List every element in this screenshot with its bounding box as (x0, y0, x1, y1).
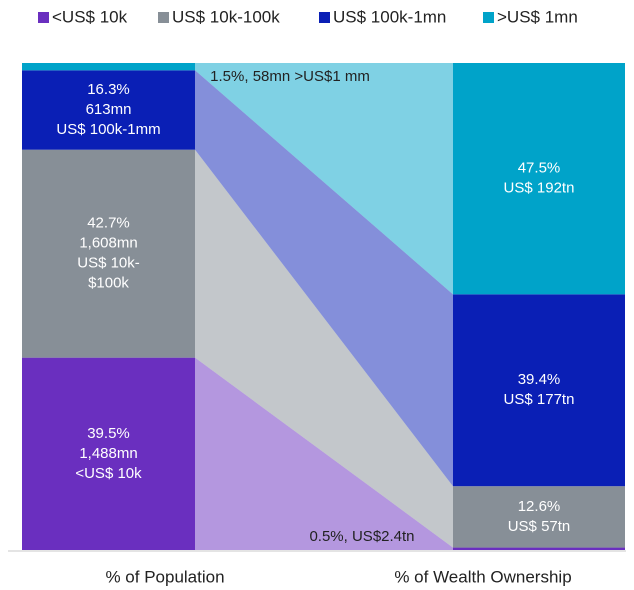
data-label: 47.5% (518, 160, 561, 177)
data-label: 42.7% (87, 215, 130, 232)
data-label: 1,488mn (79, 445, 137, 462)
flow-band (195, 149, 453, 548)
legend-label: US$ 10k-100k (172, 7, 280, 26)
legend-label: US$ 100k-1mn (333, 7, 446, 26)
data-label: 613mn (86, 101, 132, 118)
data-label: $100k (88, 275, 129, 292)
bar-segment (22, 70, 195, 150)
data-label: US$ 57tn (508, 518, 571, 535)
data-label: US$ 192tn (504, 180, 575, 197)
bar-segment (453, 547, 625, 550)
bar-segment (453, 294, 625, 487)
data-label: US$ 177tn (504, 391, 575, 408)
data-label: 39.4% (518, 371, 561, 388)
data-label: US$ 100k-1mm (56, 121, 160, 138)
x-tick-label: % of Population (105, 567, 224, 586)
legend-label: <US$ 10k (52, 7, 128, 26)
legend-swatch (483, 12, 494, 23)
bar-segment (22, 149, 195, 358)
data-label: 12.6% (518, 498, 561, 515)
bar-segment (22, 63, 195, 71)
legend-swatch (158, 12, 169, 23)
legend-swatch (319, 12, 330, 23)
bar-segment (453, 63, 625, 295)
legend-swatch (38, 12, 49, 23)
data-label: US$ 10k- (77, 255, 140, 272)
data-label: 39.5% (87, 425, 130, 442)
data-label: 16.3% (87, 81, 130, 98)
bar-segment (453, 486, 625, 548)
data-label: 1.5%, 58mn >US$1 mm (210, 68, 370, 85)
flow-band (195, 70, 453, 487)
flow-band (195, 63, 453, 295)
data-label: <US$ 10k (75, 465, 142, 482)
x-tick-label: % of Wealth Ownership (394, 567, 571, 586)
legend-label: >US$ 1mn (497, 7, 578, 26)
data-label: 0.5%, US$2.4tn (309, 528, 414, 545)
flow-band (195, 357, 453, 550)
data-label: 1,608mn (79, 235, 137, 252)
bar-segment (22, 357, 195, 550)
